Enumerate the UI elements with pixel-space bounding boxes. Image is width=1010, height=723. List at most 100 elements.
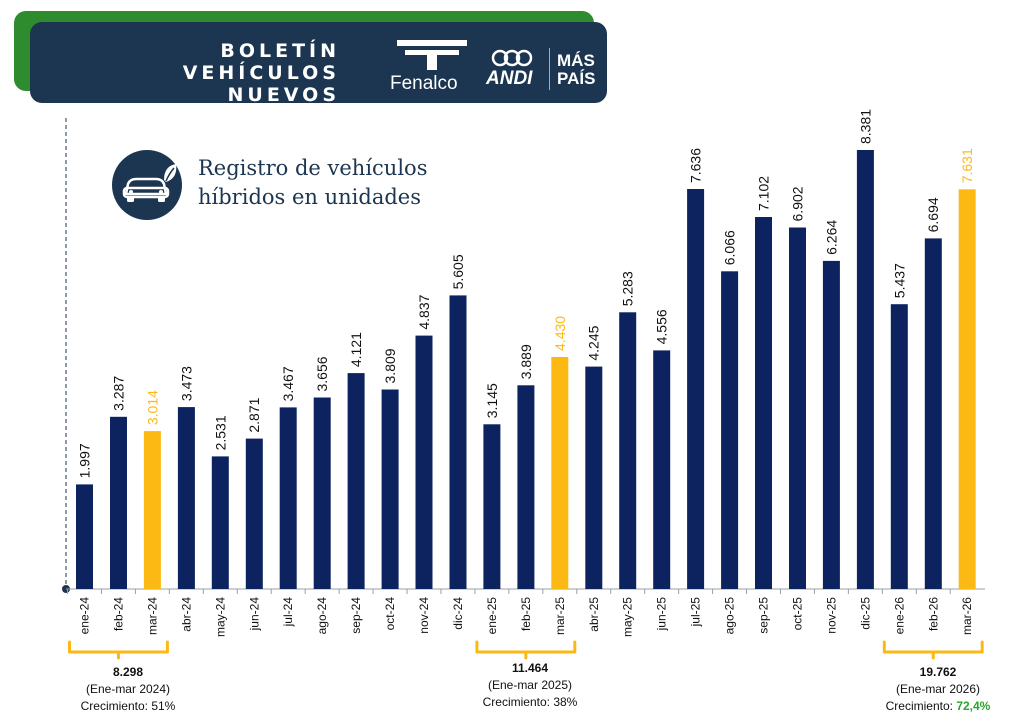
value-label-jul-24: 3.467 [280, 366, 296, 401]
value-label-may-24: 2.531 [212, 415, 228, 450]
value-label-ene-25: 3.145 [484, 383, 500, 418]
bracket-ene-mar-2026 [882, 640, 984, 660]
bar-nov-25 [822, 260, 840, 589]
category-label-jul-24: jul-24 [281, 597, 295, 628]
bar-nov-24 [415, 335, 433, 589]
bar-ene-25 [483, 424, 501, 589]
category-label-feb-26: feb-26 [926, 597, 940, 631]
bar-oct-25 [789, 227, 806, 589]
bar-ago-25 [721, 271, 739, 589]
bracket-ene-mar-2025 [475, 640, 577, 660]
fenalco-logo: Fenalco [390, 73, 458, 94]
value-label-ago-24: 3.656 [314, 356, 330, 391]
summary-2026-period: (Ene-mar 2026) [895, 682, 981, 696]
bar-jul-24 [279, 407, 297, 589]
category-label-may-25: may-25 [621, 597, 635, 637]
value-label-sep-24: 4.121 [348, 332, 364, 367]
category-label-oct-25: oct-25 [790, 597, 804, 631]
value-label-ene-24: 1.997 [77, 443, 93, 478]
value-label-abr-24: 3.473 [178, 366, 194, 401]
logo-divider [549, 48, 550, 90]
summary-2025: 11.464 (Ene-mar 2025) Crecimiento: 38% [450, 660, 610, 711]
value-label-dic-25: 8.381 [857, 109, 873, 144]
summary-2026-total: 19.762 [919, 665, 957, 679]
bar-mar-26 [958, 189, 976, 590]
bar-ago-24 [313, 397, 331, 589]
bulletin-title-line2: VEHÍCULOS NUEVOS [182, 62, 340, 106]
category-label-oct-24: oct-24 [383, 597, 397, 631]
category-label-mar-24: mar-24 [145, 597, 159, 635]
chart-title: Registro de vehículos híbridos en unidad… [198, 154, 427, 212]
chart-title-line2: híbridos en unidades [198, 185, 421, 209]
bar-dic-25 [856, 150, 874, 589]
header-banner [30, 22, 607, 103]
bar-mar-25 [551, 357, 569, 589]
bar-jun-24 [245, 438, 263, 589]
hybrid-car-icon [112, 150, 182, 220]
category-label-abr-25: abr-25 [587, 597, 601, 632]
fenalco-logo-icon [397, 40, 467, 70]
value-label-mar-26: 7.631 [959, 148, 975, 183]
value-label-may-25: 5.283 [620, 271, 636, 306]
bar-jun-25 [653, 350, 671, 589]
category-label-mar-26: mar-26 [960, 597, 974, 635]
value-label-ago-25: 6.066 [722, 230, 738, 265]
mas-pais-line1: MÁS [557, 51, 595, 70]
value-label-sep-25: 7.102 [756, 176, 772, 211]
category-label-dic-25: dic-25 [858, 597, 872, 630]
category-label-dic-24: dic-24 [451, 597, 465, 630]
bracket-ene-mar-2024 [68, 640, 169, 660]
category-label-ene-24: ene-24 [78, 597, 92, 635]
value-label-abr-25: 4.245 [586, 325, 602, 360]
value-label-nov-24: 4.837 [416, 294, 432, 329]
value-label-oct-24: 3.809 [382, 348, 398, 383]
bulletin-title-line1: BOLETÍN [220, 40, 340, 62]
value-label-ene-26: 5.437 [891, 263, 907, 298]
category-label-feb-25: feb-25 [519, 597, 533, 631]
bar-dic-24 [449, 295, 467, 589]
category-label-may-24: may-24 [213, 597, 227, 637]
category-label-jun-24: jun-24 [247, 597, 261, 632]
value-label-feb-25: 3.889 [518, 344, 534, 379]
summary-2025-total: 11.464 [511, 661, 549, 675]
summary-2026: 19.762 (Ene-mar 2026) Crecimiento: 72,4% [858, 664, 1010, 715]
bar-ene-26 [890, 304, 908, 589]
category-label-nov-25: nov-25 [824, 597, 838, 634]
summary-2025-period: (Ene-mar 2025) [487, 678, 573, 692]
mas-pais-line2: PAÍS [557, 69, 596, 88]
summary-2025-growth: Crecimiento: 38% [482, 695, 578, 709]
category-label-jun-25: jun-25 [655, 597, 669, 632]
bar-feb-24 [110, 416, 127, 589]
chart-title-line1: Registro de vehículos [198, 156, 428, 180]
category-label-ene-26: ene-26 [892, 597, 906, 635]
category-label-nov-24: nov-24 [417, 597, 431, 634]
bar-sep-25 [755, 217, 772, 589]
summary-2026-growth: Crecimiento: 72,4% [885, 699, 991, 713]
value-label-dic-24: 5.605 [450, 254, 466, 289]
category-label-sep-24: sep-24 [349, 597, 363, 634]
bar-oct-24 [381, 389, 399, 589]
summary-2024-growth: Crecimiento: 51% [80, 699, 176, 713]
bar-mar-24 [143, 431, 161, 589]
summary-2024-period: (Ene-mar 2024) [85, 682, 171, 696]
value-label-feb-24: 3.287 [110, 376, 126, 411]
category-label-sep-25: sep-25 [757, 597, 771, 634]
bar-abr-24 [177, 407, 195, 589]
bar-sep-24 [347, 373, 365, 589]
value-label-nov-25: 6.264 [823, 220, 839, 255]
category-label-feb-24: feb-24 [111, 597, 125, 631]
value-label-jul-25: 7.636 [688, 148, 704, 183]
value-label-mar-25: 4.430 [552, 316, 568, 351]
category-label-ago-25: ago-25 [723, 597, 737, 635]
bar-may-24 [211, 456, 229, 589]
bar-ene-24 [76, 484, 93, 589]
bar-feb-26 [924, 238, 942, 589]
bar-feb-25 [517, 385, 535, 589]
summary-2024: 8.298 (Ene-mar 2024) Crecimiento: 51% [48, 664, 208, 715]
value-label-feb-26: 6.694 [925, 197, 941, 232]
bar-may-25 [619, 312, 637, 589]
category-label-abr-24: abr-24 [179, 597, 193, 632]
value-label-jun-24: 2.871 [246, 397, 262, 432]
category-label-ago-24: ago-24 [315, 597, 329, 635]
